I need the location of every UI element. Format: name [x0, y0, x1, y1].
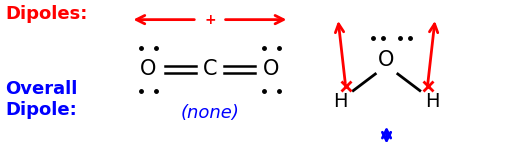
Text: O: O [378, 50, 395, 70]
Text: H: H [333, 92, 348, 111]
Text: C: C [203, 59, 217, 79]
Text: Dipoles:: Dipoles: [5, 5, 88, 22]
Text: Overall
Dipole:: Overall Dipole: [5, 80, 77, 119]
Text: (none): (none) [181, 104, 239, 122]
Text: O: O [140, 59, 157, 79]
Text: +: + [204, 13, 216, 27]
Text: H: H [425, 92, 440, 111]
Text: O: O [263, 59, 280, 79]
